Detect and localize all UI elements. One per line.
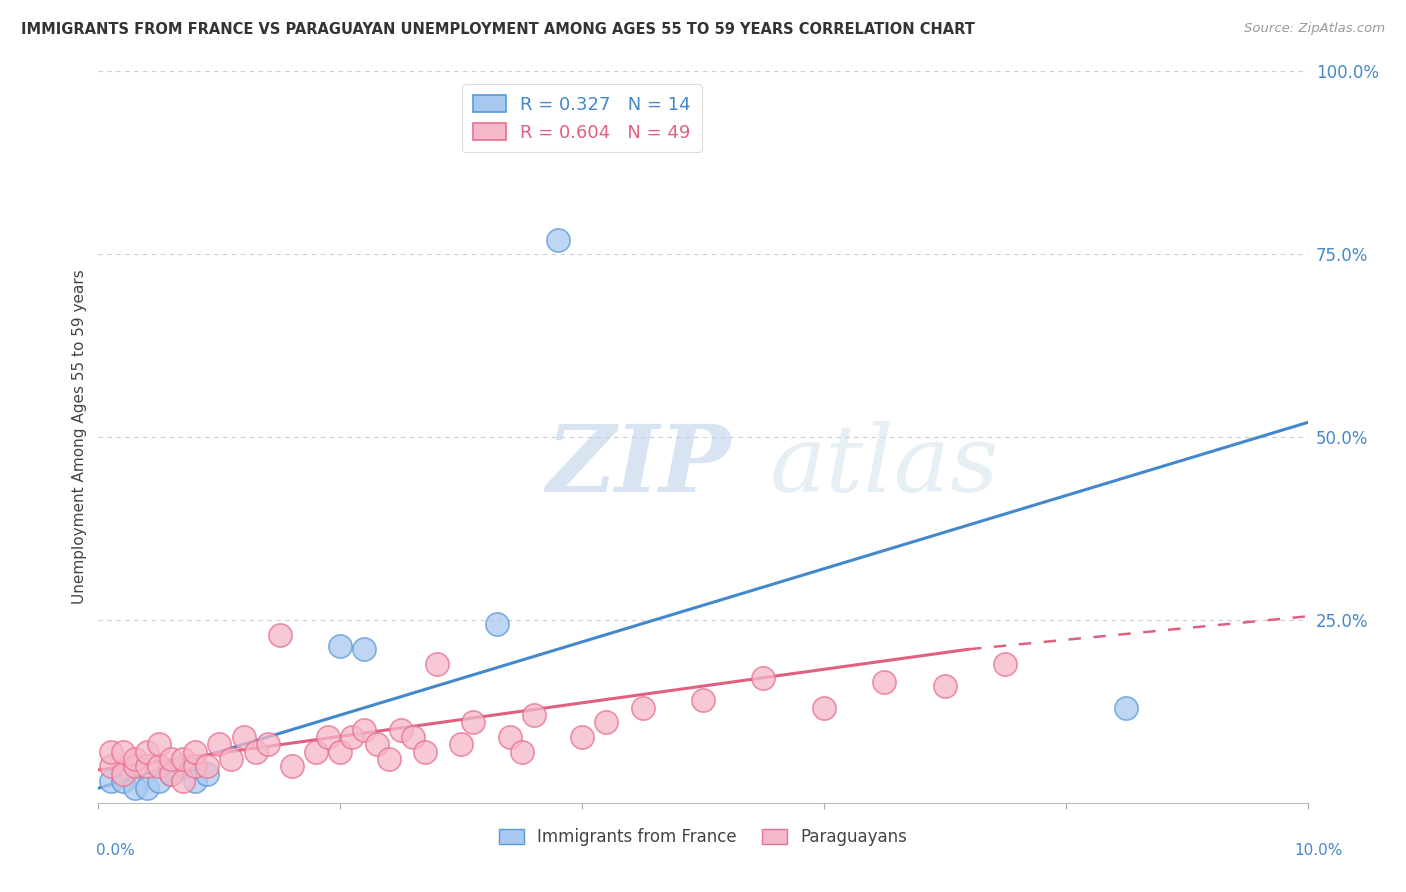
Point: [873, 675, 896, 690]
Point: [124, 752, 146, 766]
Point: [232, 730, 254, 744]
Text: IMMIGRANTS FROM FRANCE VS PARAGUAYAN UNEMPLOYMENT AMONG AGES 55 TO 59 YEARS CORR: IMMIGRANTS FROM FRANCE VS PARAGUAYAN UNE…: [21, 22, 974, 37]
Point: [402, 730, 425, 744]
Point: [510, 745, 533, 759]
Point: [486, 616, 509, 631]
Point: [221, 752, 243, 766]
Point: [124, 781, 146, 796]
Point: [329, 639, 352, 653]
Point: [184, 773, 207, 788]
Point: [148, 737, 170, 751]
Point: [160, 766, 183, 780]
Point: [366, 737, 388, 751]
Point: [353, 642, 375, 657]
Point: [195, 766, 218, 780]
Point: [256, 737, 278, 751]
Point: [316, 730, 339, 744]
Point: [148, 773, 170, 788]
Point: [692, 693, 714, 707]
Point: [329, 745, 352, 759]
Text: 10.0%: 10.0%: [1295, 843, 1343, 858]
Point: [413, 745, 436, 759]
Point: [208, 737, 231, 751]
Point: [498, 730, 520, 744]
Point: [184, 745, 207, 759]
Point: [571, 730, 593, 744]
Point: [100, 773, 122, 788]
Point: [111, 745, 134, 759]
Point: [752, 672, 775, 686]
Point: [100, 745, 122, 759]
Point: [172, 773, 194, 788]
Point: [135, 745, 157, 759]
Point: [595, 715, 617, 730]
Point: [124, 759, 146, 773]
Y-axis label: Unemployment Among Ages 55 to 59 years: Unemployment Among Ages 55 to 59 years: [72, 269, 87, 605]
Text: ZIP: ZIP: [546, 421, 730, 511]
Point: [148, 759, 170, 773]
Text: 0.0%: 0.0%: [96, 843, 135, 858]
Point: [389, 723, 412, 737]
Point: [172, 759, 194, 773]
Legend: Immigrants from France, Paraguayans: Immigrants from France, Paraguayans: [492, 822, 914, 853]
Text: atlas: atlas: [769, 421, 1000, 511]
Point: [135, 781, 157, 796]
Point: [934, 679, 956, 693]
Point: [172, 752, 194, 766]
Point: [111, 773, 134, 788]
Point: [245, 745, 267, 759]
Point: [111, 766, 134, 780]
Point: [195, 759, 218, 773]
Point: [463, 715, 485, 730]
Point: [160, 752, 183, 766]
Point: [353, 723, 375, 737]
Point: [523, 708, 546, 723]
Point: [135, 759, 157, 773]
Point: [631, 700, 654, 714]
Point: [1115, 700, 1137, 714]
Point: [426, 657, 449, 671]
Point: [281, 759, 304, 773]
Point: [269, 627, 291, 641]
Point: [547, 233, 569, 247]
Point: [377, 752, 399, 766]
Point: [450, 737, 472, 751]
Point: [305, 745, 328, 759]
Point: [342, 730, 364, 744]
Text: Source: ZipAtlas.com: Source: ZipAtlas.com: [1244, 22, 1385, 36]
Point: [160, 766, 183, 780]
Point: [100, 759, 122, 773]
Point: [994, 657, 1017, 671]
Point: [184, 759, 207, 773]
Point: [813, 700, 835, 714]
